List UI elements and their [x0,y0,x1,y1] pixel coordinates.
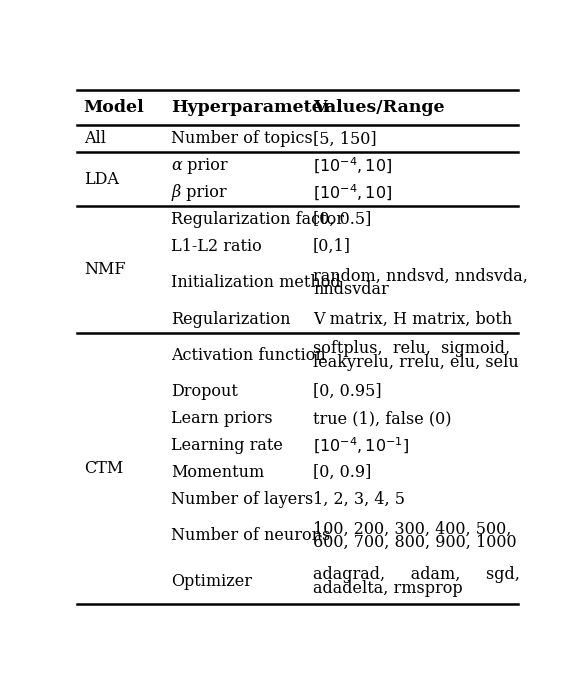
Text: V matrix, H matrix, both: V matrix, H matrix, both [313,310,512,327]
Text: Hyperparameter: Hyperparameter [172,99,332,116]
Text: L1-L2 ratio: L1-L2 ratio [172,238,262,255]
Text: Momentum: Momentum [172,464,264,481]
Text: Dropout: Dropout [172,383,238,400]
Text: CTM: CTM [84,460,123,477]
Text: Number of topics: Number of topics [172,130,313,147]
Text: NMF: NMF [84,261,125,278]
Text: Learn priors: Learn priors [172,410,273,427]
Text: Number of layers: Number of layers [172,491,314,508]
Text: Values/Range: Values/Range [313,99,445,116]
Text: $[10^{-4}, 10]$: $[10^{-4}, 10]$ [313,155,392,176]
Text: prior: prior [180,184,226,201]
Text: $[10^{-4}, 10]$: $[10^{-4}, 10]$ [313,183,392,203]
Text: prior: prior [182,158,228,175]
Text: random, nndsvd, nndsvda,: random, nndsvd, nndsvda, [313,267,528,284]
Text: Initialization method: Initialization method [172,274,341,291]
Text: Learning rate: Learning rate [172,437,283,454]
Text: Number of neurons: Number of neurons [172,527,331,544]
Text: α: α [172,158,182,175]
Text: LDA: LDA [84,170,119,188]
Text: leakyrelu, rrelu, elu, selu: leakyrelu, rrelu, elu, selu [313,354,519,371]
Text: 1, 2, 3, 4, 5: 1, 2, 3, 4, 5 [313,491,405,508]
Text: 600, 700, 800, 900, 1000: 600, 700, 800, 900, 1000 [313,534,517,551]
Text: Regularization: Regularization [172,310,291,327]
Text: [5, 150]: [5, 150] [313,130,376,147]
Text: true (1), false (0): true (1), false (0) [313,410,451,427]
Text: Model: Model [84,99,144,116]
Text: [0, 0.5]: [0, 0.5] [313,211,371,228]
Text: Optimizer: Optimizer [172,573,252,590]
Text: [0,1]: [0,1] [313,238,351,255]
Text: adadelta, rmsprop: adadelta, rmsprop [313,580,463,597]
Text: Activation function: Activation function [172,347,326,364]
Text: $[10^{-4}, 10^{-1}]$: $[10^{-4}, 10^{-1}]$ [313,436,409,456]
Text: β: β [172,184,180,201]
Text: nndsvdar: nndsvdar [313,281,389,298]
Text: Regularization factor: Regularization factor [172,211,345,228]
Text: [0, 0.9]: [0, 0.9] [313,464,371,481]
Text: All: All [84,130,106,147]
Text: [0, 0.95]: [0, 0.95] [313,383,382,400]
Text: adagrad,     adam,     sgd,: adagrad, adam, sgd, [313,566,520,583]
Text: softplus,  relu,  sigmoid,: softplus, relu, sigmoid, [313,340,510,357]
Text: 100, 200, 300, 400, 500,: 100, 200, 300, 400, 500, [313,520,512,537]
